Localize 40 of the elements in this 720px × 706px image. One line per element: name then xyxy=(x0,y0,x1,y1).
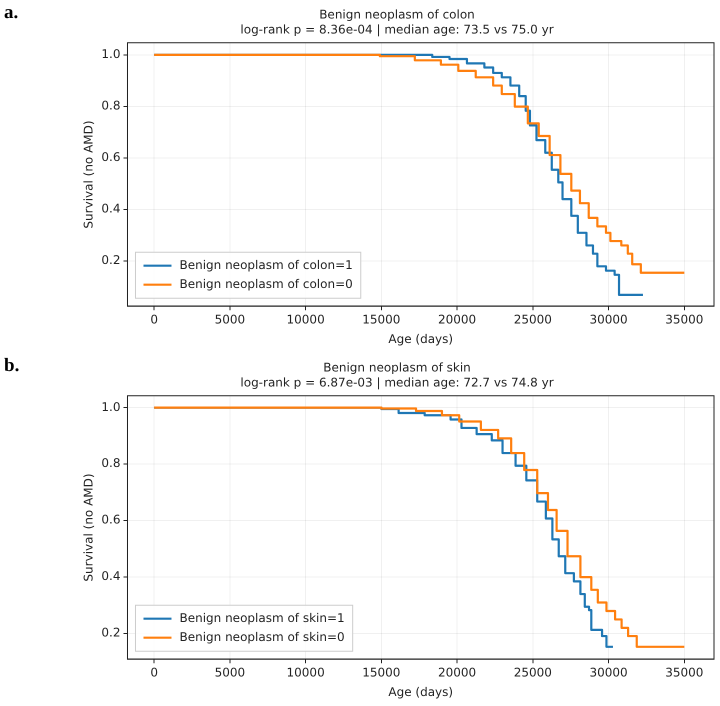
x-tick-label: 15000 xyxy=(362,666,400,680)
x-tick-label: 0 xyxy=(150,312,158,327)
x-tick-label: 20000 xyxy=(438,312,476,327)
legend-label: Benign neoplasm of colon=1 xyxy=(179,258,353,272)
legend-label: Benign neoplasm of skin=0 xyxy=(179,630,345,644)
x-axis-title: Age (days) xyxy=(388,684,454,699)
x-tick-label: 30000 xyxy=(589,312,628,327)
y-tick-label: 0.6 xyxy=(101,150,120,164)
y-tick-label: 1.0 xyxy=(101,47,120,62)
x-tick-label: 10000 xyxy=(286,666,325,680)
x-tick-label: 35000 xyxy=(665,666,704,680)
y-tick-label: 0.4 xyxy=(101,202,120,216)
y-tick-label: 0.8 xyxy=(101,456,120,470)
y-tick-label: 0.8 xyxy=(101,98,120,113)
x-tick-label: 5000 xyxy=(214,312,246,327)
y-tick-label: 0.2 xyxy=(101,253,120,268)
x-tick-label: 35000 xyxy=(665,312,704,327)
y-axis-title: Survival (no AMD) xyxy=(81,120,96,229)
legend-label: Benign neoplasm of skin=1 xyxy=(179,610,345,625)
x-tick-label: 25000 xyxy=(514,312,552,327)
x-tick-label: 15000 xyxy=(362,312,400,327)
chart-title: Benign neoplasm of colon xyxy=(319,7,475,22)
chart-title: Benign neoplasm of skin xyxy=(323,360,471,374)
y-tick-label: 0.2 xyxy=(101,625,120,640)
x-axis-title: Age (days) xyxy=(388,332,454,346)
y-tick-label: 0.6 xyxy=(101,512,120,527)
y-tick-label: 1.0 xyxy=(101,400,120,414)
x-tick-label: 5000 xyxy=(214,666,246,680)
text: b. xyxy=(4,355,20,377)
x-tick-label: 25000 xyxy=(514,666,552,680)
x-tick-label: 20000 xyxy=(438,666,476,680)
y-axis-title: Survival (no AMD) xyxy=(81,473,96,582)
legend-label: Benign neoplasm of colon=0 xyxy=(179,276,353,291)
x-tick-label: 0 xyxy=(150,666,158,680)
x-tick-label: 10000 xyxy=(286,312,325,327)
y-tick-label: 0.4 xyxy=(101,568,120,583)
text: a. xyxy=(4,2,18,24)
chart-subtitle: log-rank p = 8.36e-04 | median age: 73.5 vs 75.0 yr xyxy=(240,22,554,37)
x-tick-label: 30000 xyxy=(589,666,628,680)
chart-subtitle: log-rank p = 6.87e-03 | median age: 72.7 vs 74.8 yr xyxy=(240,376,554,390)
